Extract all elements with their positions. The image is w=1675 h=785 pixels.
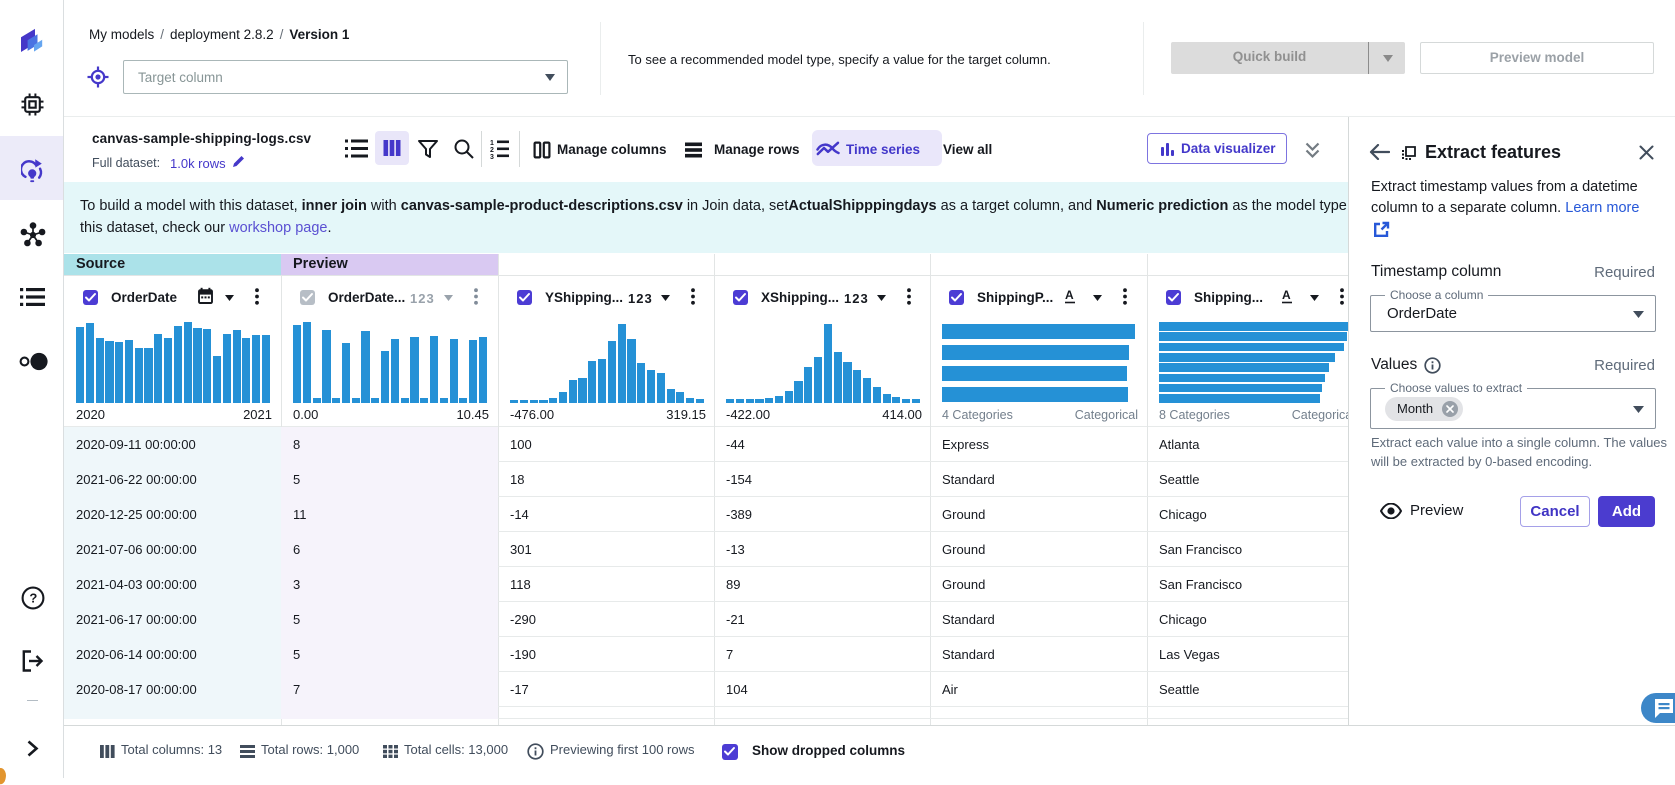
svg-text:3: 3: [490, 154, 494, 161]
svg-text:A: A: [1282, 288, 1291, 302]
svg-text:2: 2: [490, 147, 494, 154]
svg-text:1: 1: [490, 140, 494, 147]
svg-text:A: A: [1065, 288, 1074, 302]
svg-text:?: ?: [29, 591, 37, 606]
